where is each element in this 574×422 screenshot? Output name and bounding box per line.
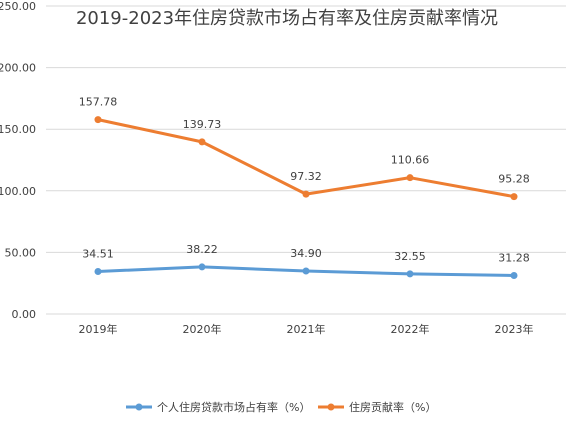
y-tick-label: 50.00 xyxy=(5,246,37,259)
series-lines xyxy=(94,116,518,279)
y-tick-label: 150.00 xyxy=(0,123,36,136)
data-point xyxy=(406,174,414,182)
data-label: 31.28 xyxy=(498,251,530,264)
data-point xyxy=(302,190,310,198)
data-label: 139.73 xyxy=(183,118,222,131)
x-tick-label: 2021年 xyxy=(287,322,326,336)
data-point xyxy=(510,193,518,201)
legend-swatch-marker xyxy=(135,403,143,411)
data-label: 34.51 xyxy=(82,247,114,260)
data-labels: 34.51 38.22 34.90 32.55 31.28 157.78 139.73 97.… xyxy=(79,96,530,265)
data-label: 34.90 xyxy=(290,247,322,260)
y-axis-tick-labels: 0.00 50.00 100.00 150.00 200.00 250.00 xyxy=(0,0,36,321)
data-label: 32.55 xyxy=(394,250,426,263)
data-point xyxy=(510,271,518,279)
x-axis-tick-labels: 2019年 2020年 2021年 2022年 2023年 xyxy=(79,322,534,336)
x-tick-label: 2020年 xyxy=(183,322,222,336)
legend-label: 住房贡献率（%） xyxy=(349,400,436,414)
chart-title: 2019-2023年住房贷款市场占有率及住房贡献率情况 xyxy=(76,8,498,29)
y-tick-label: 200.00 xyxy=(0,62,36,75)
x-tick-label: 2022年 xyxy=(391,322,430,336)
data-point xyxy=(94,116,102,124)
data-label: 157.78 xyxy=(79,96,118,109)
data-point xyxy=(94,267,102,275)
data-label: 95.28 xyxy=(498,173,530,186)
data-label: 38.22 xyxy=(186,243,218,256)
x-tick-label: 2019年 xyxy=(79,322,118,336)
x-tick-label: 2023年 xyxy=(495,322,534,336)
data-point xyxy=(302,267,310,275)
data-point xyxy=(198,138,206,146)
data-label: 110.66 xyxy=(391,154,430,167)
data-point xyxy=(198,263,206,271)
data-label: 97.32 xyxy=(290,170,322,183)
y-tick-label: 0.00 xyxy=(12,308,37,321)
y-tick-label: 100.00 xyxy=(0,185,36,198)
legend-swatch-marker xyxy=(327,403,335,411)
y-tick-label: 250.00 xyxy=(0,0,36,13)
data-point xyxy=(406,270,414,278)
legend-label: 个人住房贷款市场占有率（%） xyxy=(157,400,310,414)
legend: 个人住房贷款市场占有率（%） 住房贡献率（%） xyxy=(126,400,436,414)
